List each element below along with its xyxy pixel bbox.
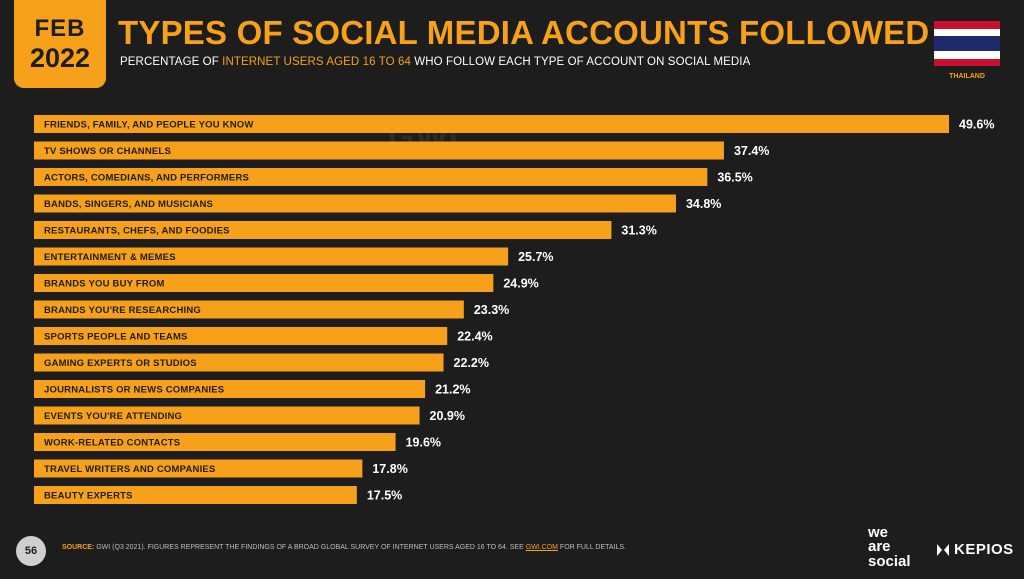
kepios-mark-icon [937,543,949,556]
page-number: 56 [16,536,46,566]
subtitle-highlight-2: 16 TO 64 [362,56,411,68]
bar-value-label: 19.6% [406,436,441,450]
bar-category-label: EVENTS YOU'RE ATTENDING [44,411,182,422]
bar-value-label: 49.6% [959,118,994,132]
bar-value-label: 22.2% [454,356,489,370]
bar-category-label: GAMING EXPERTS OR STUDIOS [44,358,197,369]
source-link[interactable]: GWI.COM [525,544,558,551]
bar-value-label: 34.8% [686,197,721,211]
source-text: GWI (Q3 2021). FIGURES REPRESENT THE FIN… [94,544,526,551]
bar [34,406,420,425]
date-badge: FEB 2022 [14,0,106,88]
chart-title: TYPES OF SOCIAL MEDIA ACCOUNTS FOLLOWED [118,14,930,51]
flag-stripe [934,58,1000,66]
bar [34,486,357,504]
source-label: SOURCE: [62,544,95,551]
bar-category-label: RESTAURANTS, CHEFS, AND FOODIES [44,226,230,237]
subtitle-post: WHO FOLLOW EACH TYPE OF ACCOUNT ON SOCIA… [410,56,751,68]
bar [34,247,509,266]
bar-category-label: SPORTS PEOPLE AND TEAMS [44,332,188,343]
bar-value-label: 23.3% [474,303,509,317]
bar-value-label: 17.5% [367,489,402,503]
bar-value-label: 31.3% [621,224,656,238]
bar-category-label: BANDS, SINGERS, AND MUSICIANS [44,199,213,210]
bar-category-label: WORK-RELATED CONTACTS [44,438,180,449]
bar [34,194,676,213]
bar [34,459,363,478]
bar [34,327,448,345]
bar [34,380,426,398]
bar-value-label: 37.4% [734,144,769,158]
logo-line-social: social [868,552,911,570]
source-end: FOR FULL DETAILS. [557,544,627,551]
bar-value-label: 22.4% [457,330,492,344]
badge-year: 2022 [29,42,91,73]
bar [34,274,494,292]
bar [34,115,949,133]
we-are-social-logo: we are social [868,524,911,570]
bar-category-label: BEAUTY EXPERTS [44,491,133,502]
bar [34,221,612,239]
subtitle-highlight-1: INTERNET USERS AGED [222,56,360,68]
bar-category-label: TRAVEL WRITERS AND COMPANIES [44,464,216,475]
bar-value-label: 25.7% [518,250,553,264]
thailand-flag-icon [934,21,1000,66]
bar-category-label: FRIENDS, FAMILY, AND PEOPLE YOU KNOW [44,120,254,131]
bar-value-label: 20.9% [430,409,465,423]
bar-category-label: ENTERTAINMENT & MEMES [44,252,176,263]
badge-month: FEB [34,14,86,42]
logo-line-are: are [868,538,891,556]
kepios-logo: KEPIOS [936,541,1014,558]
bar [34,168,708,186]
bar-value-label: 36.5% [717,171,752,185]
flag-stripe [934,28,1000,36]
kepios-wordmark: KEPIOS [954,541,1014,558]
bar-value-label: 21.2% [435,383,470,397]
logo-line-we: we [868,524,889,541]
bar-value-label: 17.8% [372,462,407,476]
bar-category-label: JOURNALISTS OR NEWS COMPANIES [44,385,224,396]
flag-stripe [934,36,1000,51]
bar [34,300,464,319]
bar-category-label: ACTORS, COMEDIANS, AND PERFORMERS [44,173,249,184]
source-note: SOURCE: GWI (Q3 2021). FIGURES REPRESENT… [62,544,626,551]
country-label: THAILAND [949,73,985,80]
flag-stripe [934,51,1000,59]
chart-subtitle: PERCENTAGE OF INTERNET USERS AGED 16 TO … [120,56,750,68]
bar-category-label: BRANDS YOU'RE RESEARCHING [44,305,201,316]
flag-stripe [934,21,1000,29]
bar [34,353,444,372]
bar-category-label: BRANDS YOU BUY FROM [44,279,165,290]
bar [34,433,396,451]
subtitle-pre: PERCENTAGE OF [120,56,223,68]
bar-value-label: 24.9% [503,277,538,291]
bar-category-label: TV SHOWS OR CHANNELS [44,146,171,157]
bar [34,141,724,160]
